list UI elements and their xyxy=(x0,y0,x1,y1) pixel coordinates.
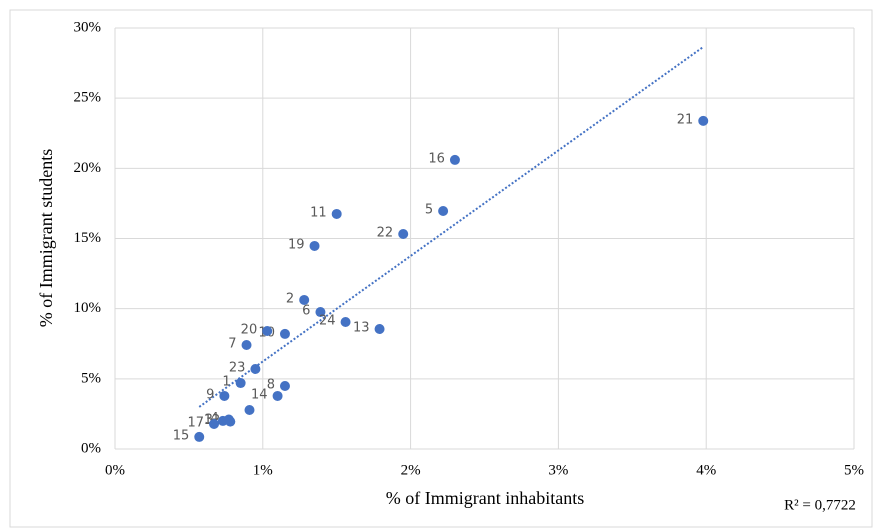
x-tick-label: 5% xyxy=(844,462,864,478)
point xyxy=(340,316,351,327)
point-label: 20 xyxy=(241,322,258,337)
point-label: 19 xyxy=(288,237,305,252)
point-label: 1 xyxy=(222,375,230,390)
point-label: 15 xyxy=(173,428,190,443)
point-label: 2 xyxy=(286,291,294,306)
trendline xyxy=(198,46,704,408)
point-label: 14 xyxy=(251,387,268,402)
r-squared: R² = 0,7722 xyxy=(784,497,856,513)
point-label: 4 xyxy=(211,411,219,426)
x-tick-label: 4% xyxy=(696,462,716,478)
point-label: 21 xyxy=(677,112,694,127)
point xyxy=(438,205,449,216)
point-label: 3 xyxy=(205,412,213,427)
y-axis-title: % of Immigrant students xyxy=(36,149,56,327)
y-tick-label: 15% xyxy=(74,230,102,246)
point xyxy=(209,419,220,430)
y-tick-label: 25% xyxy=(74,90,102,106)
point-label: 22 xyxy=(377,226,394,241)
point xyxy=(219,390,230,401)
chart-frame xyxy=(9,9,873,528)
y-tick-label: 20% xyxy=(74,160,102,176)
point-label: 9 xyxy=(206,387,214,402)
point xyxy=(449,154,460,165)
point-label: 6 xyxy=(302,304,310,319)
point-label: 8 xyxy=(267,377,275,392)
y-tick-label: 10% xyxy=(74,300,102,316)
point xyxy=(272,390,283,401)
point xyxy=(262,325,273,336)
point xyxy=(331,208,342,219)
point xyxy=(279,380,290,391)
x-tick-label: 3% xyxy=(548,462,568,478)
point xyxy=(299,294,310,305)
point-label: 24 xyxy=(319,313,336,328)
point-label: 13 xyxy=(353,321,370,336)
x-tick-label: 2% xyxy=(401,462,421,478)
point-label: 5 xyxy=(425,202,433,217)
point-label: 17 xyxy=(187,416,204,431)
point xyxy=(698,115,709,126)
point-label: 7 xyxy=(228,337,236,352)
point-label: 16 xyxy=(428,151,445,166)
x-tick-label: 1% xyxy=(253,462,273,478)
point xyxy=(398,229,409,240)
point xyxy=(225,416,236,427)
point xyxy=(235,378,246,389)
y-tick-label: 5% xyxy=(81,370,101,386)
point xyxy=(244,404,255,415)
point-label: 23 xyxy=(229,361,246,376)
point xyxy=(309,240,320,251)
y-tick-label: 30% xyxy=(74,19,102,35)
point xyxy=(194,431,205,442)
point-label: 11 xyxy=(310,205,327,220)
y-tick-label: 0% xyxy=(81,440,101,456)
x-axis-title: % of Immigrant inhabitants xyxy=(386,488,584,508)
point xyxy=(315,307,326,318)
point xyxy=(241,340,252,351)
x-tick-label: 0% xyxy=(105,462,125,478)
point xyxy=(250,364,261,375)
point xyxy=(374,324,385,335)
point xyxy=(279,328,290,339)
